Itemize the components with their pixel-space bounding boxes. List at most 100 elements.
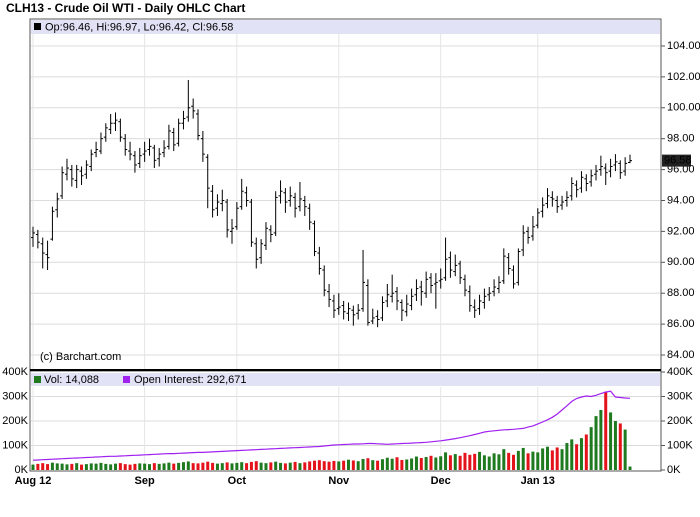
volume-bar [254, 461, 258, 470]
volume-bar [65, 464, 69, 470]
volume-bar [220, 463, 224, 470]
volume-bar [512, 454, 516, 470]
volume-bar [31, 464, 35, 470]
volume-bar [332, 460, 336, 470]
y-tick-label: 400K [2, 366, 28, 378]
volume-bar [478, 451, 482, 470]
volume-bar [104, 463, 108, 470]
volume-bar [322, 461, 326, 470]
volume-bar [177, 462, 181, 470]
volume-bar [36, 463, 40, 470]
y-tick-label: 88.00 [667, 287, 695, 299]
volume-bar [293, 461, 297, 470]
volume-bar [531, 451, 535, 470]
volume-bar [172, 463, 176, 470]
volume-bar [342, 460, 346, 470]
volume-bar [152, 463, 156, 470]
open-interest-line [32, 390, 631, 461]
chart-title: CLH13 - Crude Oil WTI - Daily OHLC Chart [6, 1, 245, 15]
x-tick-label: Nov [328, 475, 350, 487]
volume-bar [419, 457, 423, 470]
volume-bar [390, 458, 394, 470]
volume-bar [507, 452, 511, 470]
volume-bar [400, 459, 404, 470]
volume-bar [46, 464, 50, 470]
legend-text: Op:96.46, Hi:96.97, Lo:96.42, Cl:96.58 [45, 21, 233, 33]
volume-bar [570, 439, 574, 470]
volume-bar [201, 462, 205, 470]
volume-bar [424, 457, 428, 470]
y-tick-label: 100K [2, 439, 28, 451]
volume-bar [351, 460, 355, 470]
y-tick-label: 200K [667, 415, 693, 427]
y-tick-label: 100.00 [667, 102, 700, 114]
volume-bar [565, 443, 569, 470]
volume-bar [468, 454, 472, 470]
volume-bar [211, 462, 215, 470]
volume-bar [361, 458, 365, 470]
y-tick-label: 84.00 [667, 349, 695, 361]
volume-bar [94, 463, 98, 470]
volume-bar [414, 456, 418, 470]
x-tick-label: Dec [431, 475, 451, 487]
volume-bar [60, 463, 64, 470]
y-tick-label: 102.00 [667, 71, 700, 83]
volume-bar [584, 434, 588, 470]
y-tick-label: 98.00 [667, 133, 695, 145]
volume-bar [181, 462, 185, 470]
y-tick-label: 100K [667, 439, 693, 451]
volume-bar [298, 463, 302, 470]
volume-bar [240, 462, 244, 470]
y-tick-label: 300K [2, 390, 28, 402]
y-tick-label: 300K [667, 390, 693, 402]
volume-bar [264, 463, 268, 470]
volume-bar [162, 463, 166, 470]
last-price-label: 96.58 [664, 155, 692, 167]
legend-text: Vol: 14,088 [44, 374, 99, 386]
volume-bar [157, 463, 161, 470]
volume-bar [128, 464, 132, 470]
volume-bar [259, 462, 263, 470]
volume-bar [473, 453, 477, 470]
y-tick-label: 92.00 [667, 225, 695, 237]
volume-bar [109, 464, 113, 470]
volume-bar [89, 463, 93, 470]
volume-bar [380, 459, 384, 470]
volume-bar [439, 456, 443, 470]
volume-bar [628, 466, 632, 470]
y-tick-label: 104.00 [667, 40, 700, 52]
volume-bar [604, 391, 608, 470]
legend-swatch [123, 376, 130, 383]
volume-bar [84, 464, 88, 470]
volume-bar [463, 452, 467, 470]
volume-bar [555, 447, 559, 470]
volume-bar [167, 462, 171, 470]
volume-bar [308, 461, 312, 470]
volume-bar [313, 460, 317, 470]
volume-bar [274, 461, 278, 470]
volume-bar [609, 412, 613, 470]
legend-strip [31, 20, 660, 34]
volume-bar [623, 429, 627, 470]
volume-bar [492, 453, 496, 470]
volume-bar [550, 450, 554, 470]
volume-bar [206, 461, 210, 470]
volume-bar [356, 461, 360, 470]
volume-bar [283, 463, 287, 470]
legend-text: Open Interest: 292,671 [134, 374, 247, 386]
volume-bar [346, 459, 350, 470]
volume-bar [230, 463, 234, 470]
volume-bar [235, 462, 239, 470]
volume-bar [545, 446, 549, 470]
volume-bar [99, 462, 103, 470]
volume-bar [55, 463, 59, 470]
volume-bar [138, 463, 142, 470]
annotation: (c) Barchart.com [40, 351, 121, 363]
volume-bar [196, 463, 200, 470]
legend-swatch [34, 23, 41, 30]
y-tick-label: 400K [667, 366, 693, 378]
legend-strip [31, 373, 660, 386]
